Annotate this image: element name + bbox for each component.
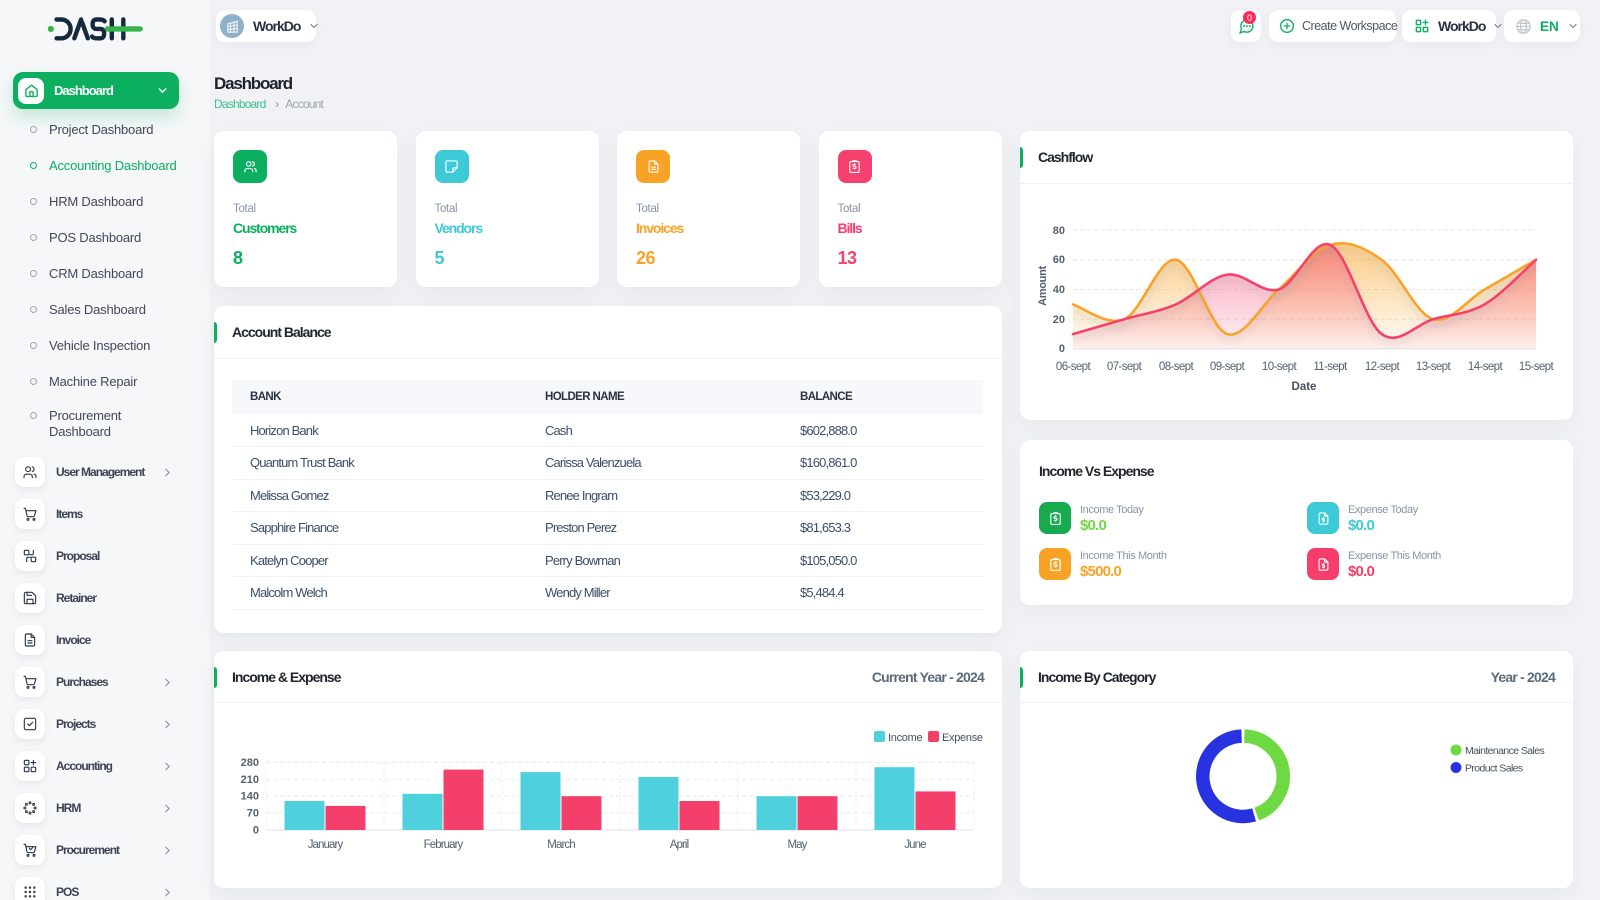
svg-text:January: January xyxy=(308,839,344,851)
svg-text:Product Sales: Product Sales xyxy=(1465,763,1523,775)
svg-text:May: May xyxy=(787,839,807,851)
svg-text:Income: Income xyxy=(888,732,922,744)
svg-text:0: 0 xyxy=(253,825,259,837)
svg-text:40: 40 xyxy=(1053,284,1065,296)
svg-text:March: March xyxy=(547,839,575,851)
svg-text:Expense: Expense xyxy=(942,732,983,744)
svg-text:15-sept: 15-sept xyxy=(1519,361,1555,373)
svg-text:0: 0 xyxy=(1059,343,1065,355)
svg-text:07-sept: 07-sept xyxy=(1107,361,1143,373)
svg-text:60: 60 xyxy=(1053,254,1065,266)
svg-text:11-sept: 11-sept xyxy=(1313,361,1348,373)
svg-text:February: February xyxy=(424,839,464,851)
svg-text:Amount: Amount xyxy=(1037,265,1049,305)
svg-text:14-sept: 14-sept xyxy=(1468,361,1504,373)
svg-text:June: June xyxy=(904,839,926,851)
svg-text:140: 140 xyxy=(241,791,259,803)
svg-text:Date: Date xyxy=(1292,381,1317,393)
svg-text:280: 280 xyxy=(241,757,259,769)
svg-text:210: 210 xyxy=(241,774,259,786)
svg-text:09-sept: 09-sept xyxy=(1210,361,1246,373)
svg-text:Maintenance Sales: Maintenance Sales xyxy=(1465,745,1544,757)
svg-text:10-sept: 10-sept xyxy=(1262,361,1298,373)
svg-text:13-sept: 13-sept xyxy=(1416,361,1452,373)
svg-text:80: 80 xyxy=(1053,225,1065,237)
svg-text:12-sept: 12-sept xyxy=(1365,361,1401,373)
svg-text:70: 70 xyxy=(247,808,259,820)
svg-text:20: 20 xyxy=(1053,314,1065,326)
svg-text:06-sept: 06-sept xyxy=(1056,361,1092,373)
svg-text:April: April xyxy=(670,839,689,851)
svg-text:08-sept: 08-sept xyxy=(1159,361,1195,373)
